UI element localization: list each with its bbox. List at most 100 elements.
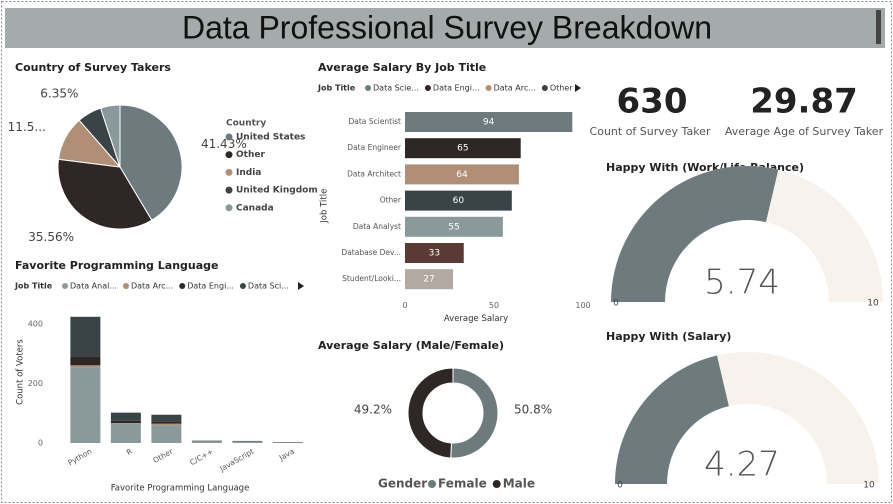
y-tick-label: Student/Looki... (342, 274, 401, 283)
legend-swatch (485, 85, 492, 91)
legend-label: Canada (236, 203, 274, 213)
bar-value: 65 (457, 144, 468, 154)
scroll-handle (876, 10, 881, 44)
legend-swatch (428, 480, 436, 488)
legend-label: India (236, 168, 261, 178)
y-tick-label: Data Analyst (353, 222, 401, 231)
x-tick-label: 50 (489, 301, 499, 310)
legend-label: Data Arc... (494, 84, 536, 93)
donut-label: 50.8% (514, 403, 552, 417)
bar-value: 33 (429, 249, 440, 259)
legend-label: Data Sci... (248, 282, 289, 291)
header-bar (5, 8, 885, 48)
y-tick-label: Data Architect (347, 169, 401, 178)
bar-segment (70, 356, 101, 366)
card-label: Count of Survey Taker (590, 125, 711, 138)
legend-swatch (225, 151, 233, 159)
y-axis-title: Job Title (320, 189, 330, 224)
bar-segment (232, 441, 263, 443)
bar-segment (151, 423, 182, 426)
bar-value: 27 (423, 275, 434, 285)
chart-title: Average Salary By Job Title (318, 61, 486, 74)
bar-segment (151, 425, 182, 443)
legend-label: Data Engi... (187, 282, 234, 291)
bar-segment (110, 423, 141, 443)
legend-label: Data Arc... (131, 282, 173, 291)
legend-title: Country (226, 119, 266, 129)
legend-title: Job Title (14, 282, 53, 291)
donut-slice (450, 367, 499, 459)
gauge-limit: 0 (617, 481, 623, 491)
bar-value: 60 (453, 196, 465, 206)
legend-swatch (239, 283, 246, 289)
y-tick-label: Database Dev... (341, 248, 401, 257)
y-tick-label: Other (380, 196, 402, 205)
legend-label: Male (503, 477, 535, 491)
legend-swatch (62, 283, 68, 289)
y-tick-label: 400 (28, 319, 43, 328)
legend-label: Other (550, 84, 573, 93)
legend-swatch (225, 186, 233, 194)
legend-title: Gender (378, 477, 427, 491)
y-tick-label: Data Scientist (349, 117, 402, 126)
y-tick-label: 0 (38, 439, 43, 448)
x-tick-label: Java (277, 447, 296, 463)
y-tick-label: Data Engineer (347, 143, 402, 152)
bar-segment (151, 421, 182, 424)
legend-label: Data Anal... (70, 282, 117, 291)
x-tick-label: R (125, 447, 134, 457)
card-value: 630 (617, 82, 688, 122)
legend-swatch (225, 204, 233, 212)
legend-label: Other (236, 150, 265, 160)
legend-swatch (122, 283, 129, 289)
chart-title: Country of Survey Takers (15, 61, 171, 74)
x-tick-label: JavaScript (217, 447, 255, 474)
x-axis-title: Average Salary (444, 314, 508, 324)
bar (405, 190, 512, 211)
legend-swatch (541, 85, 548, 91)
gauge-value: 4.27 (704, 445, 780, 485)
bar (405, 216, 503, 237)
donut-slice (407, 367, 454, 459)
legend-label: United Kingdom (236, 186, 318, 196)
legend-swatch (225, 168, 233, 176)
bar-value: 94 (483, 118, 495, 128)
bar-segment (70, 316, 101, 357)
pie-slice (99, 104, 121, 168)
legend-title: Job Title (317, 84, 356, 93)
legend-label: Female (438, 477, 487, 491)
bar (405, 138, 521, 159)
x-tick-label: 0 (402, 301, 407, 310)
gauge-fill (611, 166, 779, 302)
chart-title: Average Salary (Male/Female) (318, 339, 504, 352)
gauge-value: 5.74 (704, 263, 780, 303)
chart-title: Happy With (Salary) (606, 330, 731, 343)
legend-swatch (424, 85, 431, 91)
y-axis-title: Count of Voters (16, 339, 26, 405)
legend-label: United States (236, 133, 305, 143)
legend-swatch (179, 283, 186, 289)
pie-label: 6.35% (40, 87, 78, 101)
gauge-fill (615, 355, 729, 484)
legend-label: Data Engi... (433, 84, 480, 93)
bar (405, 269, 454, 290)
pie-slice (57, 158, 153, 230)
bar-segment (70, 367, 101, 443)
pie-slice (119, 104, 183, 221)
bar-segment (110, 423, 141, 424)
card-value: 29.87 (750, 82, 858, 122)
bar-segment (70, 365, 101, 368)
x-tick-label: Other (151, 446, 175, 465)
bar-segment (110, 412, 141, 421)
gauge-limit: 10 (867, 299, 879, 309)
x-axis-title: Favorite Programming Language (111, 484, 250, 494)
x-tick-label: C/C++ (188, 447, 215, 468)
bar-segment (151, 414, 182, 422)
y-tick-label: 200 (28, 379, 43, 388)
legend-label: Data Scie... (373, 84, 419, 93)
legend-swatch (365, 85, 371, 91)
dashboard-title: Data Professional Survey Breakdown (182, 9, 712, 45)
bar (405, 164, 519, 185)
bar-segment (272, 442, 303, 443)
